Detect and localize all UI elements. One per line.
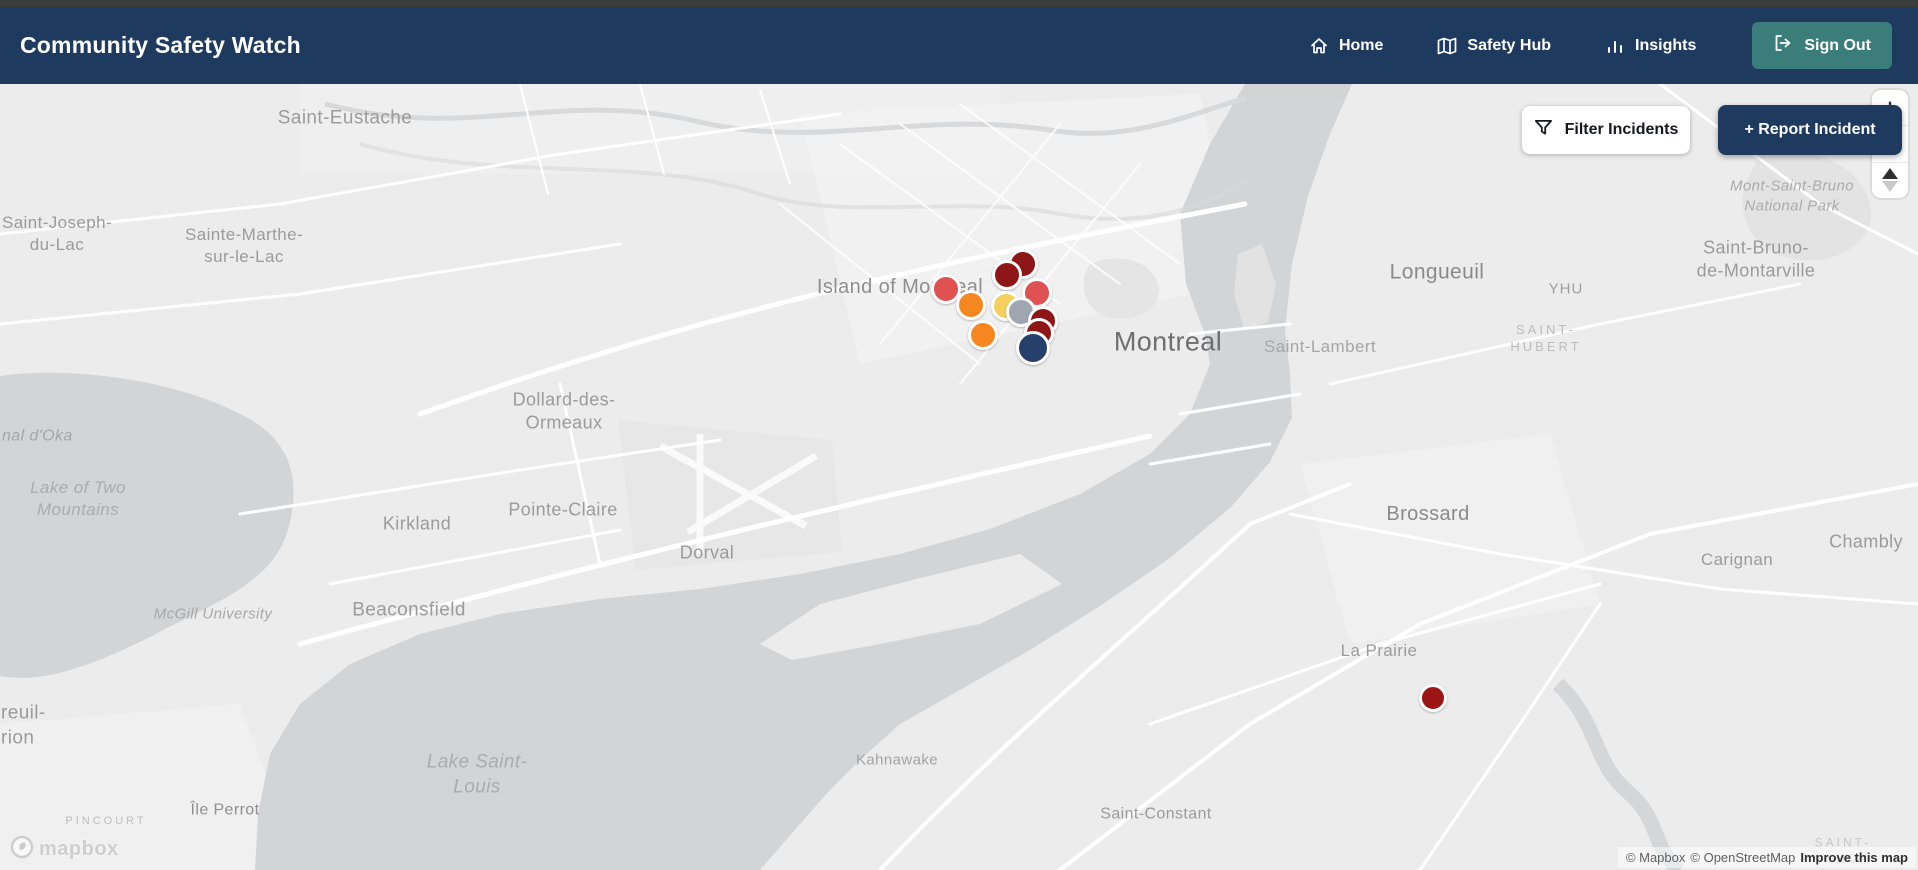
nav-item-home[interactable]: Home [1309,36,1383,56]
map-icon [1437,36,1457,56]
nav-item-label: Insights [1635,36,1697,54]
home-icon [1309,36,1329,56]
bar-chart-icon [1605,36,1625,56]
sign-out-label: Sign Out [1804,36,1871,54]
basemap-tiles [0,84,1918,870]
map-attribution: © Mapbox © OpenStreetMap Improve this ma… [1617,847,1916,868]
nav-item-label: Safety Hub [1467,36,1551,54]
mapbox-attribution-link[interactable]: © Mapbox [1625,850,1686,865]
report-incident-label: + Report Incident [1744,121,1876,138]
nav-item-safety-hub[interactable]: Safety Hub [1437,36,1551,56]
window-top-strip [0,0,1918,7]
app-header: Community Safety Watch Home Safety Hub [0,7,1918,84]
map-canvas[interactable]: Saint-Eustache Saint-Joseph- du-Lac Sainte… [0,84,1918,870]
filter-incidents-button[interactable]: Filter Incidents [1522,106,1690,154]
nav-item-insights[interactable]: Insights [1605,36,1696,56]
page-title: Community Safety Watch [20,32,301,58]
improve-map-link[interactable]: Improve this map [1800,850,1908,865]
incident-marker[interactable] [968,320,998,350]
sign-out-button[interactable]: Sign Out [1752,22,1892,69]
nav-item-label: Home [1338,36,1384,54]
mapbox-logo-icon [10,835,34,864]
mapbox-logo[interactable]: mapbox [10,835,119,864]
filter-incidents-label: Filter Incidents [1564,121,1679,138]
main-nav: Home Safety Hub Insights [1309,22,1892,69]
report-incident-button[interactable]: + Report Incident [1718,105,1902,155]
mapbox-wordmark: mapbox [39,838,119,860]
compass-icon [1882,168,1898,193]
logout-icon [1773,33,1793,58]
incident-marker[interactable] [931,274,961,304]
funnel-icon [1534,118,1553,142]
incident-marker[interactable] [1016,331,1050,365]
incident-marker[interactable] [992,260,1022,290]
compass-button[interactable] [1872,161,1908,198]
incident-marker[interactable] [956,290,986,320]
osm-attribution-link[interactable]: © OpenStreetMap [1690,850,1796,865]
incident-marker[interactable] [1419,684,1447,712]
